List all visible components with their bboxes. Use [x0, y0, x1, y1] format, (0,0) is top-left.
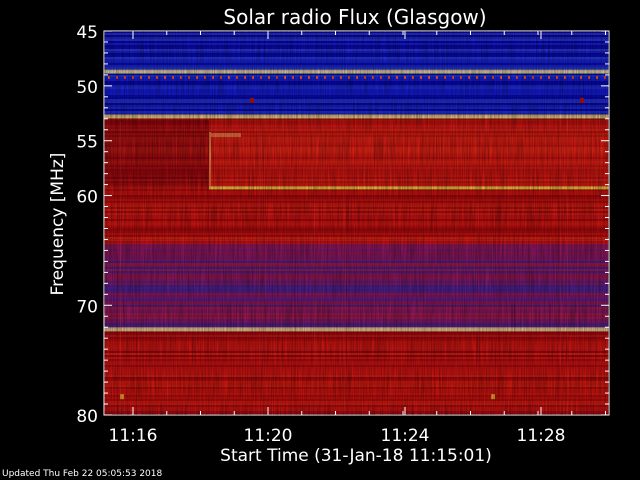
noise-overlay [104, 31, 609, 415]
y-axis-label: Frequency [MHz] [48, 153, 68, 296]
noise-texture [104, 31, 609, 415]
y-tick-label: 45 [76, 23, 98, 43]
x-tick-label: 11:16 [109, 426, 158, 446]
y-tick-label: 55 [76, 133, 98, 153]
y-tick-label: 70 [76, 297, 98, 317]
updated-timestamp: Updated Thu Feb 22 05:05:53 2018 [2, 469, 163, 479]
x-tick-label: 11:20 [244, 426, 293, 446]
x-tick-label: 11:28 [517, 426, 566, 446]
chart-title: Solar radio Flux (Glasgow) [223, 5, 486, 29]
y-tick-label: 80 [76, 407, 98, 427]
x-tick-label: 11:24 [381, 426, 430, 446]
y-tick-label: 50 [76, 78, 98, 98]
x-axis: 11:16 11:20 11:24 11:28 [109, 31, 606, 446]
y-tick-label: 60 [76, 188, 98, 208]
x-axis-label: Start Time (31-Jan-18 11:15:01) [220, 446, 492, 466]
y-axis: 45 50 55 60 70 80 [76, 23, 609, 427]
